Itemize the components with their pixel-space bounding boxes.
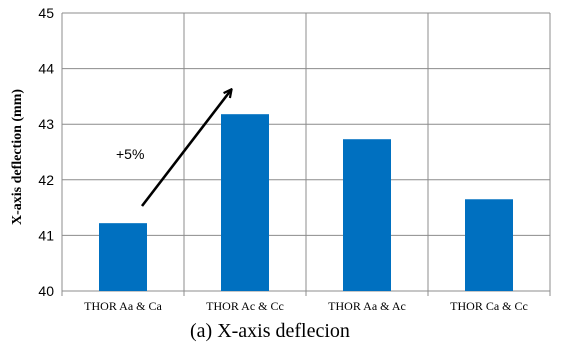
y-tick-labels: 40 41 42 43 44 45 (38, 5, 54, 299)
y-tick-label: 45 (38, 5, 54, 21)
bar (343, 139, 391, 291)
x-category-label: THOR Ca & Cc (450, 299, 528, 313)
y-tick-label: 41 (38, 227, 54, 243)
x-category-label: THOR Aa & Ca (84, 299, 162, 313)
y-tick-label: 42 (38, 172, 54, 188)
increase-arrow (140, 90, 231, 207)
y-tick-label: 43 (38, 116, 54, 132)
bar (465, 199, 513, 291)
y-axis-label: X-axis deflection (mm) (10, 89, 25, 225)
y-tick-label: 40 (38, 283, 54, 299)
increase-annotation: +5% (116, 146, 144, 162)
x-category-label: THOR Aa & Ac (328, 299, 406, 313)
bars-group (99, 114, 513, 291)
x-category-label: THOR Ac & Cc (206, 299, 284, 313)
chart-caption: (a) X-axis deflecion (190, 320, 350, 342)
y-tick-label: 44 (38, 61, 54, 77)
x-category-labels: THOR Aa & Ca THOR Ac & Cc THOR Aa & Ac THOR… (84, 299, 528, 313)
bar (221, 114, 269, 291)
bar (99, 223, 147, 291)
